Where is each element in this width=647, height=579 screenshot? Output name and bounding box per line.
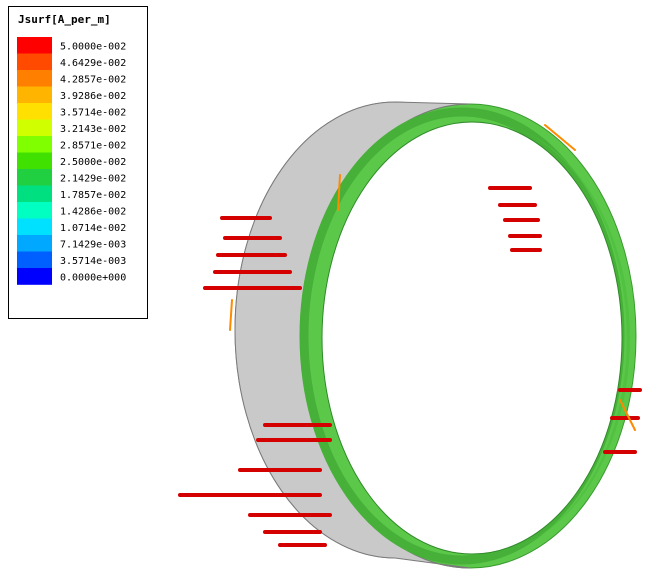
color-swatch: [17, 268, 52, 285]
legend-label: 3.5714e-002: [60, 107, 126, 118]
legend-label: 1.4286e-002: [60, 206, 126, 217]
color-swatch: [17, 136, 52, 153]
color-swatch: [17, 120, 52, 137]
legend-label: 3.5714e-003: [60, 256, 126, 267]
legend-label: 2.5000e-002: [60, 157, 126, 168]
legend: Jsurf[A_per_m] 5.0000e-002 4.6429e-002 4.2…: [9, 7, 148, 319]
legend-label: 1.7857e-002: [60, 190, 126, 201]
color-swatch: [17, 87, 52, 104]
legend-label: 3.9286e-002: [60, 91, 126, 102]
ring: [235, 102, 636, 568]
legend-label: 2.1429e-002: [60, 173, 126, 184]
color-swatch: [17, 252, 52, 269]
color-swatch: [17, 103, 52, 120]
color-swatch: [17, 153, 52, 170]
legend-label: 3.2143e-002: [60, 124, 126, 135]
legend-label: 7.1429e-003: [60, 239, 126, 250]
legend-label: 1.0714e-002: [60, 223, 126, 234]
color-swatch: [17, 202, 52, 219]
color-swatch: [17, 169, 52, 186]
color-swatch: [17, 235, 52, 252]
legend-label: 2.8571e-002: [60, 140, 126, 151]
legend-label: 4.6429e-002: [60, 58, 126, 69]
legend-title: Jsurf[A_per_m]: [18, 13, 111, 26]
color-swatch: [17, 186, 52, 203]
legend-label: 4.2857e-002: [60, 74, 126, 85]
legend-label: 0.0000e+000: [60, 272, 126, 283]
color-swatch: [17, 70, 52, 87]
color-swatch: [17, 219, 52, 236]
color-swatch: [17, 37, 52, 54]
color-swatch: [17, 54, 52, 71]
page: Jsurf[A_per_m] 5.0000e-002 4.6429e-002 4.2…: [0, 0, 647, 579]
color-scale: 5.0000e-002 4.6429e-002 4.2857e-002 3.9286e…: [17, 37, 126, 285]
legend-label: 5.0000e-002: [60, 41, 126, 52]
field-plot: Jsurf[A_per_m] 5.0000e-002 4.6429e-002 4.2…: [0, 0, 647, 575]
